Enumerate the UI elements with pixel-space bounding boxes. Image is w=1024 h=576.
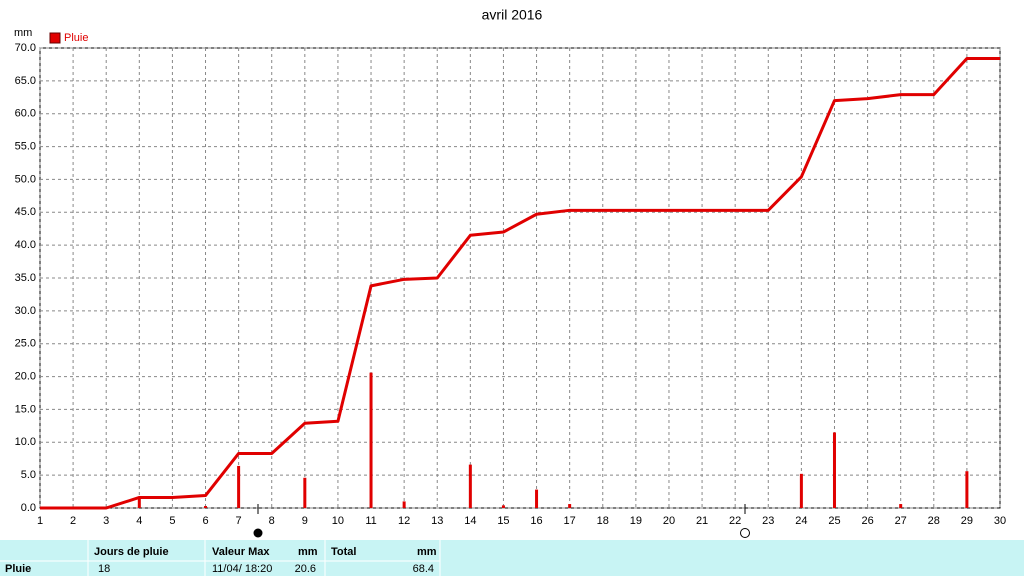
table-header: mm bbox=[298, 546, 318, 558]
y-tick-label: 50.0 bbox=[15, 173, 36, 185]
y-tick-label: 10.0 bbox=[15, 436, 36, 448]
x-tick-label: 25 bbox=[828, 515, 840, 527]
x-tick-label: 22 bbox=[729, 515, 741, 527]
x-tick-label: 8 bbox=[269, 515, 275, 527]
y-tick-label: 0.0 bbox=[21, 502, 36, 514]
bar bbox=[899, 504, 903, 508]
bar bbox=[501, 505, 505, 508]
bar bbox=[369, 372, 373, 508]
table-header: Valeur Max bbox=[212, 546, 270, 558]
x-tick-label: 19 bbox=[630, 515, 642, 527]
cumulative-line bbox=[40, 57, 1000, 510]
y-tick-label: 40.0 bbox=[15, 239, 36, 251]
x-tick-label: 14 bbox=[464, 515, 476, 527]
y-tick-label: 70.0 bbox=[15, 42, 36, 54]
x-tick-label: 17 bbox=[564, 515, 576, 527]
x-tick-label: 28 bbox=[928, 515, 940, 527]
bar bbox=[568, 504, 572, 508]
x-tick-label: 6 bbox=[202, 515, 208, 527]
table-header: Jours de pluie bbox=[94, 546, 169, 558]
bar bbox=[965, 471, 969, 508]
x-tick-label: 18 bbox=[597, 515, 609, 527]
x-tick-label: 24 bbox=[795, 515, 807, 527]
x-tick-label: 23 bbox=[762, 515, 774, 527]
table-cell: 18 bbox=[98, 563, 110, 575]
y-tick-label: 20.0 bbox=[15, 370, 36, 382]
x-tick-label: 16 bbox=[530, 515, 542, 527]
y-tick-label: 5.0 bbox=[21, 469, 36, 481]
bar bbox=[535, 489, 539, 508]
x-tick-label: 9 bbox=[302, 515, 308, 527]
x-tick-label: 15 bbox=[497, 515, 509, 527]
y-axis-label: mm bbox=[14, 27, 32, 39]
x-tick-label: 1 bbox=[37, 515, 43, 527]
table-cell: 11/04/ 18:20 bbox=[212, 563, 272, 575]
y-tick-label: 45.0 bbox=[15, 206, 36, 218]
x-tick-label: 30 bbox=[994, 515, 1006, 527]
x-tick-label: 3 bbox=[103, 515, 109, 527]
bar bbox=[402, 501, 406, 508]
bar bbox=[799, 473, 803, 508]
table-header: mm bbox=[417, 546, 437, 558]
table-row-label: Pluie bbox=[5, 563, 31, 575]
x-tick-label: 13 bbox=[431, 515, 443, 527]
y-tick-label: 25.0 bbox=[15, 338, 36, 350]
bar bbox=[832, 432, 836, 508]
legend-label: Pluie bbox=[64, 32, 88, 44]
y-tick-label: 15.0 bbox=[15, 403, 36, 415]
full-moon-icon bbox=[740, 528, 750, 538]
x-tick-label: 26 bbox=[861, 515, 873, 527]
y-tick-label: 65.0 bbox=[15, 75, 36, 87]
x-tick-label: 20 bbox=[663, 515, 675, 527]
table-cell: 20.6 bbox=[295, 563, 316, 575]
y-tick-label: 55.0 bbox=[15, 140, 36, 152]
chart-title: avril 2016 bbox=[482, 7, 543, 23]
y-tick-label: 60.0 bbox=[15, 108, 36, 120]
x-tick-label: 10 bbox=[332, 515, 344, 527]
x-tick-label: 4 bbox=[136, 515, 142, 527]
x-tick-label: 29 bbox=[961, 515, 973, 527]
bar bbox=[303, 477, 307, 508]
table-cell: 68.4 bbox=[413, 563, 434, 575]
legend-swatch bbox=[49, 32, 61, 44]
table-lines bbox=[0, 540, 441, 576]
x-tick-label: 21 bbox=[696, 515, 708, 527]
y-tick-label: 30.0 bbox=[15, 305, 36, 317]
plot: 0.0 5.0 10.0 15.0 20.0 25.0 30.0 35.0 40.0 45.0 50… bbox=[15, 42, 1007, 527]
bar bbox=[204, 506, 208, 508]
new-moon-icon bbox=[253, 528, 263, 538]
x-tick-label: 5 bbox=[169, 515, 175, 527]
x-tick-label: 27 bbox=[895, 515, 907, 527]
x-tick-label: 12 bbox=[398, 515, 410, 527]
bar bbox=[237, 465, 241, 508]
bar bbox=[137, 497, 141, 508]
y-tick-label: 35.0 bbox=[15, 272, 36, 284]
x-tick-label: 7 bbox=[236, 515, 242, 527]
bar bbox=[468, 464, 472, 508]
table-header: Total bbox=[331, 546, 356, 558]
x-tick-label: 2 bbox=[70, 515, 76, 527]
table-background bbox=[0, 540, 1024, 576]
x-tick-label: 11 bbox=[365, 515, 376, 527]
